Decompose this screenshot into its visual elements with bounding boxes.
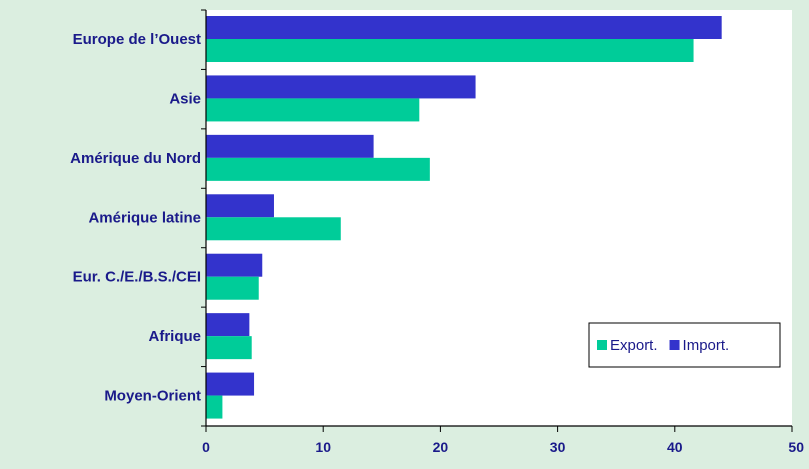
bars-group bbox=[206, 16, 722, 419]
x-tick-label: 50 bbox=[788, 439, 804, 455]
legend-swatch bbox=[669, 340, 680, 350]
bar-export-5 bbox=[206, 336, 252, 360]
x-tick-label: 40 bbox=[667, 439, 683, 455]
bar-import-5 bbox=[206, 313, 250, 337]
axis-group: 0 10 20 30 40 50 bbox=[201, 9, 804, 455]
x-tick-label: 30 bbox=[550, 439, 566, 455]
bar-import-6 bbox=[206, 372, 255, 396]
bar-import-4 bbox=[206, 253, 263, 277]
legend-swatch bbox=[597, 340, 607, 350]
x-tick-label: 10 bbox=[315, 439, 331, 455]
legend: Export. Import. bbox=[588, 322, 781, 368]
bar-import-3 bbox=[206, 194, 274, 218]
category-label: Amérique latine bbox=[88, 209, 201, 226]
category-label: Eur. C./E./B.S./CEI bbox=[73, 269, 201, 286]
legend-label: Import. bbox=[683, 337, 730, 354]
legend-label: Export. bbox=[610, 337, 658, 354]
category-label: Amérique du Nord bbox=[70, 150, 201, 167]
bar-export-0 bbox=[206, 39, 694, 62]
bar-export-2 bbox=[206, 157, 430, 181]
bar-import-0 bbox=[206, 16, 722, 39]
bar-export-4 bbox=[206, 276, 259, 300]
category-label: Moyen-Orient bbox=[104, 388, 201, 405]
x-tick-label: 20 bbox=[433, 439, 449, 455]
category-label: Asie bbox=[169, 90, 201, 107]
bar-export-1 bbox=[206, 98, 420, 122]
category-label: Europe de l’Ouest bbox=[73, 31, 201, 48]
bar-import-2 bbox=[206, 134, 374, 158]
bar-export-3 bbox=[206, 217, 341, 241]
bar-export-6 bbox=[206, 395, 223, 419]
category-labels: Europe de l’Ouest Asie Amérique du Nord Amé… bbox=[70, 31, 201, 405]
bar-import-1 bbox=[206, 75, 476, 99]
category-label: Afrique bbox=[149, 328, 202, 345]
legend-box bbox=[588, 322, 781, 368]
x-tick-label: 0 bbox=[202, 439, 210, 455]
